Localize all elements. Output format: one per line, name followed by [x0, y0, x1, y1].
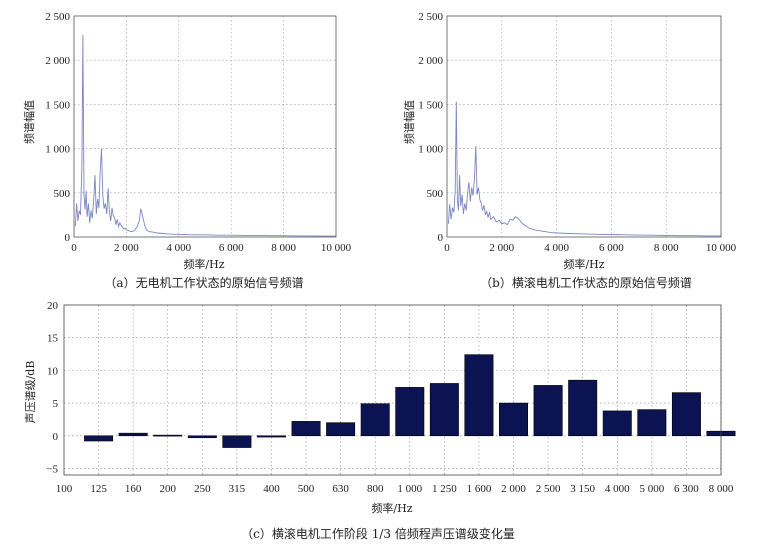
panel-c-xtick-label: 250 — [194, 483, 211, 495]
panel-c-ytick-label: 0 — [53, 431, 59, 443]
panel-a-xtick-label: 4 000 — [166, 242, 191, 254]
panel-c-xtick-label: 125 — [90, 483, 107, 495]
panel-c-xlabel: 频率/Hz — [371, 501, 412, 515]
panel-b-caption: （b）横滚电机工作状态的原始信号频谱 — [480, 275, 692, 290]
panel-c-caption: （c）横滚电机工作阶段 1/3 倍频程声压谱级变化量 — [241, 526, 515, 541]
panel-c-bar-2500 — [533, 385, 563, 437]
panel-b-xtick-label: 0 — [444, 242, 450, 254]
panel-a-spectrum: 频谱幅值 频率/Hz （a）无电机工作状态的原始信号频谱 0 2 000 4 000… — [22, 11, 352, 290]
panel-a-xlabel: 频率/Hz — [183, 257, 224, 271]
panel-b-ytick-label: 0 — [438, 232, 444, 244]
panel-b-ylabel: 频谱幅值 — [402, 100, 416, 144]
panel-b-ytick-label: 500 — [427, 188, 444, 200]
panel-c-xtick-label: 4 000 — [605, 483, 630, 495]
panel-b-xtick-label: 8 000 — [654, 242, 679, 254]
panel-c-xtick-label: 160 — [125, 483, 142, 495]
panel-c-xtick-label: 6 300 — [674, 483, 699, 495]
panel-b-ytick-label: 2 500 — [418, 11, 443, 23]
panel-c-ytick-label: −5 — [46, 463, 58, 475]
panel-c-bar-1600 — [464, 354, 494, 437]
panel-a-ytick-label: 1 000 — [45, 144, 70, 156]
panel-c-xtick-label: 800 — [367, 483, 384, 495]
panel-c-bar-6300 — [671, 392, 701, 437]
panel-a-ytick-label: 2 500 — [45, 11, 70, 23]
panel-c-bar-800 — [360, 403, 390, 437]
panel-c-xtick-label: 1 000 — [397, 483, 422, 495]
panel-b-xtick-label: 10 000 — [706, 242, 737, 254]
panel-c-bar-1250 — [429, 383, 459, 437]
panel-a-ytick-label: 2 000 — [45, 55, 70, 67]
panel-b-xtick-label: 2 000 — [489, 242, 514, 254]
panel-c-plot-frame — [63, 304, 722, 476]
panel-c-octave-bars: 声压谱级/dB 频率/Hz （c）横滚电机工作阶段 1/3 倍频程声压谱级变化量… — [23, 300, 736, 541]
panel-c-xtick-label: 3 150 — [570, 483, 595, 495]
panel-c-ytick-label: 10 — [47, 365, 59, 377]
panel-a-caption: （a）无电机工作状态的原始信号频谱 — [104, 275, 303, 290]
panel-c-xtick-label: 500 — [298, 483, 315, 495]
panel-c-xtick-label: 200 — [159, 483, 176, 495]
panel-b-xlabel: 频率/Hz — [563, 257, 604, 271]
panel-c-bar-160 — [118, 432, 148, 437]
panel-c-ytick-label: 5 — [53, 398, 59, 410]
panel-a-xtick-label: 10 000 — [321, 242, 352, 254]
panel-c-xtick-label: 8 000 — [709, 483, 734, 495]
panel-b-xtick-label: 6 000 — [599, 242, 624, 254]
panel-a-ylabel: 频谱幅值 — [22, 100, 36, 144]
panel-c-bar-3150 — [568, 379, 598, 437]
panel-a-xtick-label: 2 000 — [114, 242, 139, 254]
panel-c-xtick-label: 100 — [56, 483, 73, 495]
panel-b-series-line — [447, 101, 721, 237]
panel-c-bar-315 — [222, 435, 252, 448]
panel-b-ytick-label: 2 000 — [418, 55, 443, 67]
panel-b-xtick-label: 4 000 — [544, 242, 569, 254]
panel-c-bar-2000 — [499, 402, 529, 437]
panel-c-xtick-label: 1 250 — [432, 483, 457, 495]
panel-a-ytick-label: 1 500 — [45, 99, 70, 111]
panel-c-xtick-label: 1 600 — [467, 483, 492, 495]
panel-a-plot-frame — [73, 15, 337, 238]
panel-c-ylabel: 声压谱级/dB — [23, 361, 37, 424]
panel-c-bar-500 — [291, 421, 321, 437]
panel-b-plot-frame — [446, 15, 722, 238]
panel-b-ytick-label: 1 000 — [418, 144, 443, 156]
panel-c-bar-1000 — [395, 387, 425, 437]
panel-b-ytick-label: 1 500 — [418, 99, 443, 111]
panel-a-xtick-label: 0 — [71, 242, 77, 254]
panel-c-ytick-label: 20 — [47, 300, 59, 312]
panel-c-bar-250 — [187, 435, 217, 439]
panel-a-xtick-label: 8 000 — [271, 242, 296, 254]
panel-c-xtick-label: 630 — [332, 483, 349, 495]
panel-c-xtick-label: 315 — [229, 483, 246, 495]
panel-a-series-line — [74, 34, 336, 237]
panel-b-spectrum: 频谱幅值 频率/Hz （b）横滚电机工作状态的原始信号频谱 0 2 000 4 00… — [402, 11, 737, 290]
panel-c-bar-630 — [326, 422, 356, 437]
panel-c-bar-125 — [84, 435, 114, 442]
panel-c-xtick-label: 2 500 — [536, 483, 561, 495]
panel-c-xtick-label: 5 000 — [639, 483, 664, 495]
panel-c-ytick-label: 15 — [47, 333, 59, 345]
panel-a-ytick-label: 0 — [65, 232, 71, 244]
panel-c-bar-4000 — [602, 410, 632, 437]
panel-a-xtick-label: 6 000 — [219, 242, 244, 254]
panel-c-bar-400 — [256, 435, 286, 438]
panel-a-ytick-label: 500 — [54, 188, 71, 200]
panel-c-xtick-label: 400 — [263, 483, 280, 495]
panel-c-bar-5000 — [637, 409, 667, 437]
panel-c-xtick-label: 2 000 — [501, 483, 526, 495]
panel-c-bar-200 — [153, 434, 183, 437]
